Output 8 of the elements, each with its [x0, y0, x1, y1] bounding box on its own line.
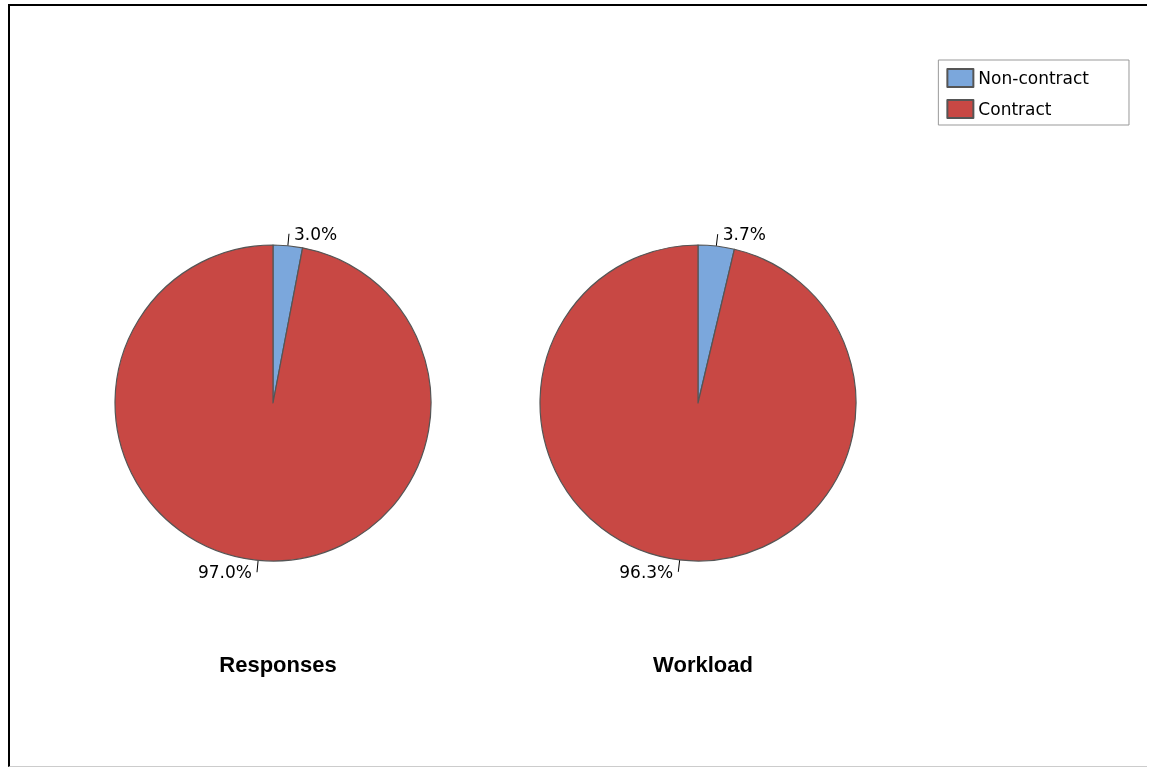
slice-label: Workload — [653, 651, 753, 677]
data-label: 3.7% — [722, 224, 766, 245]
data-label: 97.0% — [197, 562, 252, 583]
data-label: 96.3% — [619, 561, 674, 582]
slice-label: Responses — [219, 651, 337, 677]
legend-label: Contract — [978, 99, 1052, 119]
data-label: 3.0% — [294, 223, 338, 244]
legend-label: Non-contract — [978, 68, 1090, 88]
